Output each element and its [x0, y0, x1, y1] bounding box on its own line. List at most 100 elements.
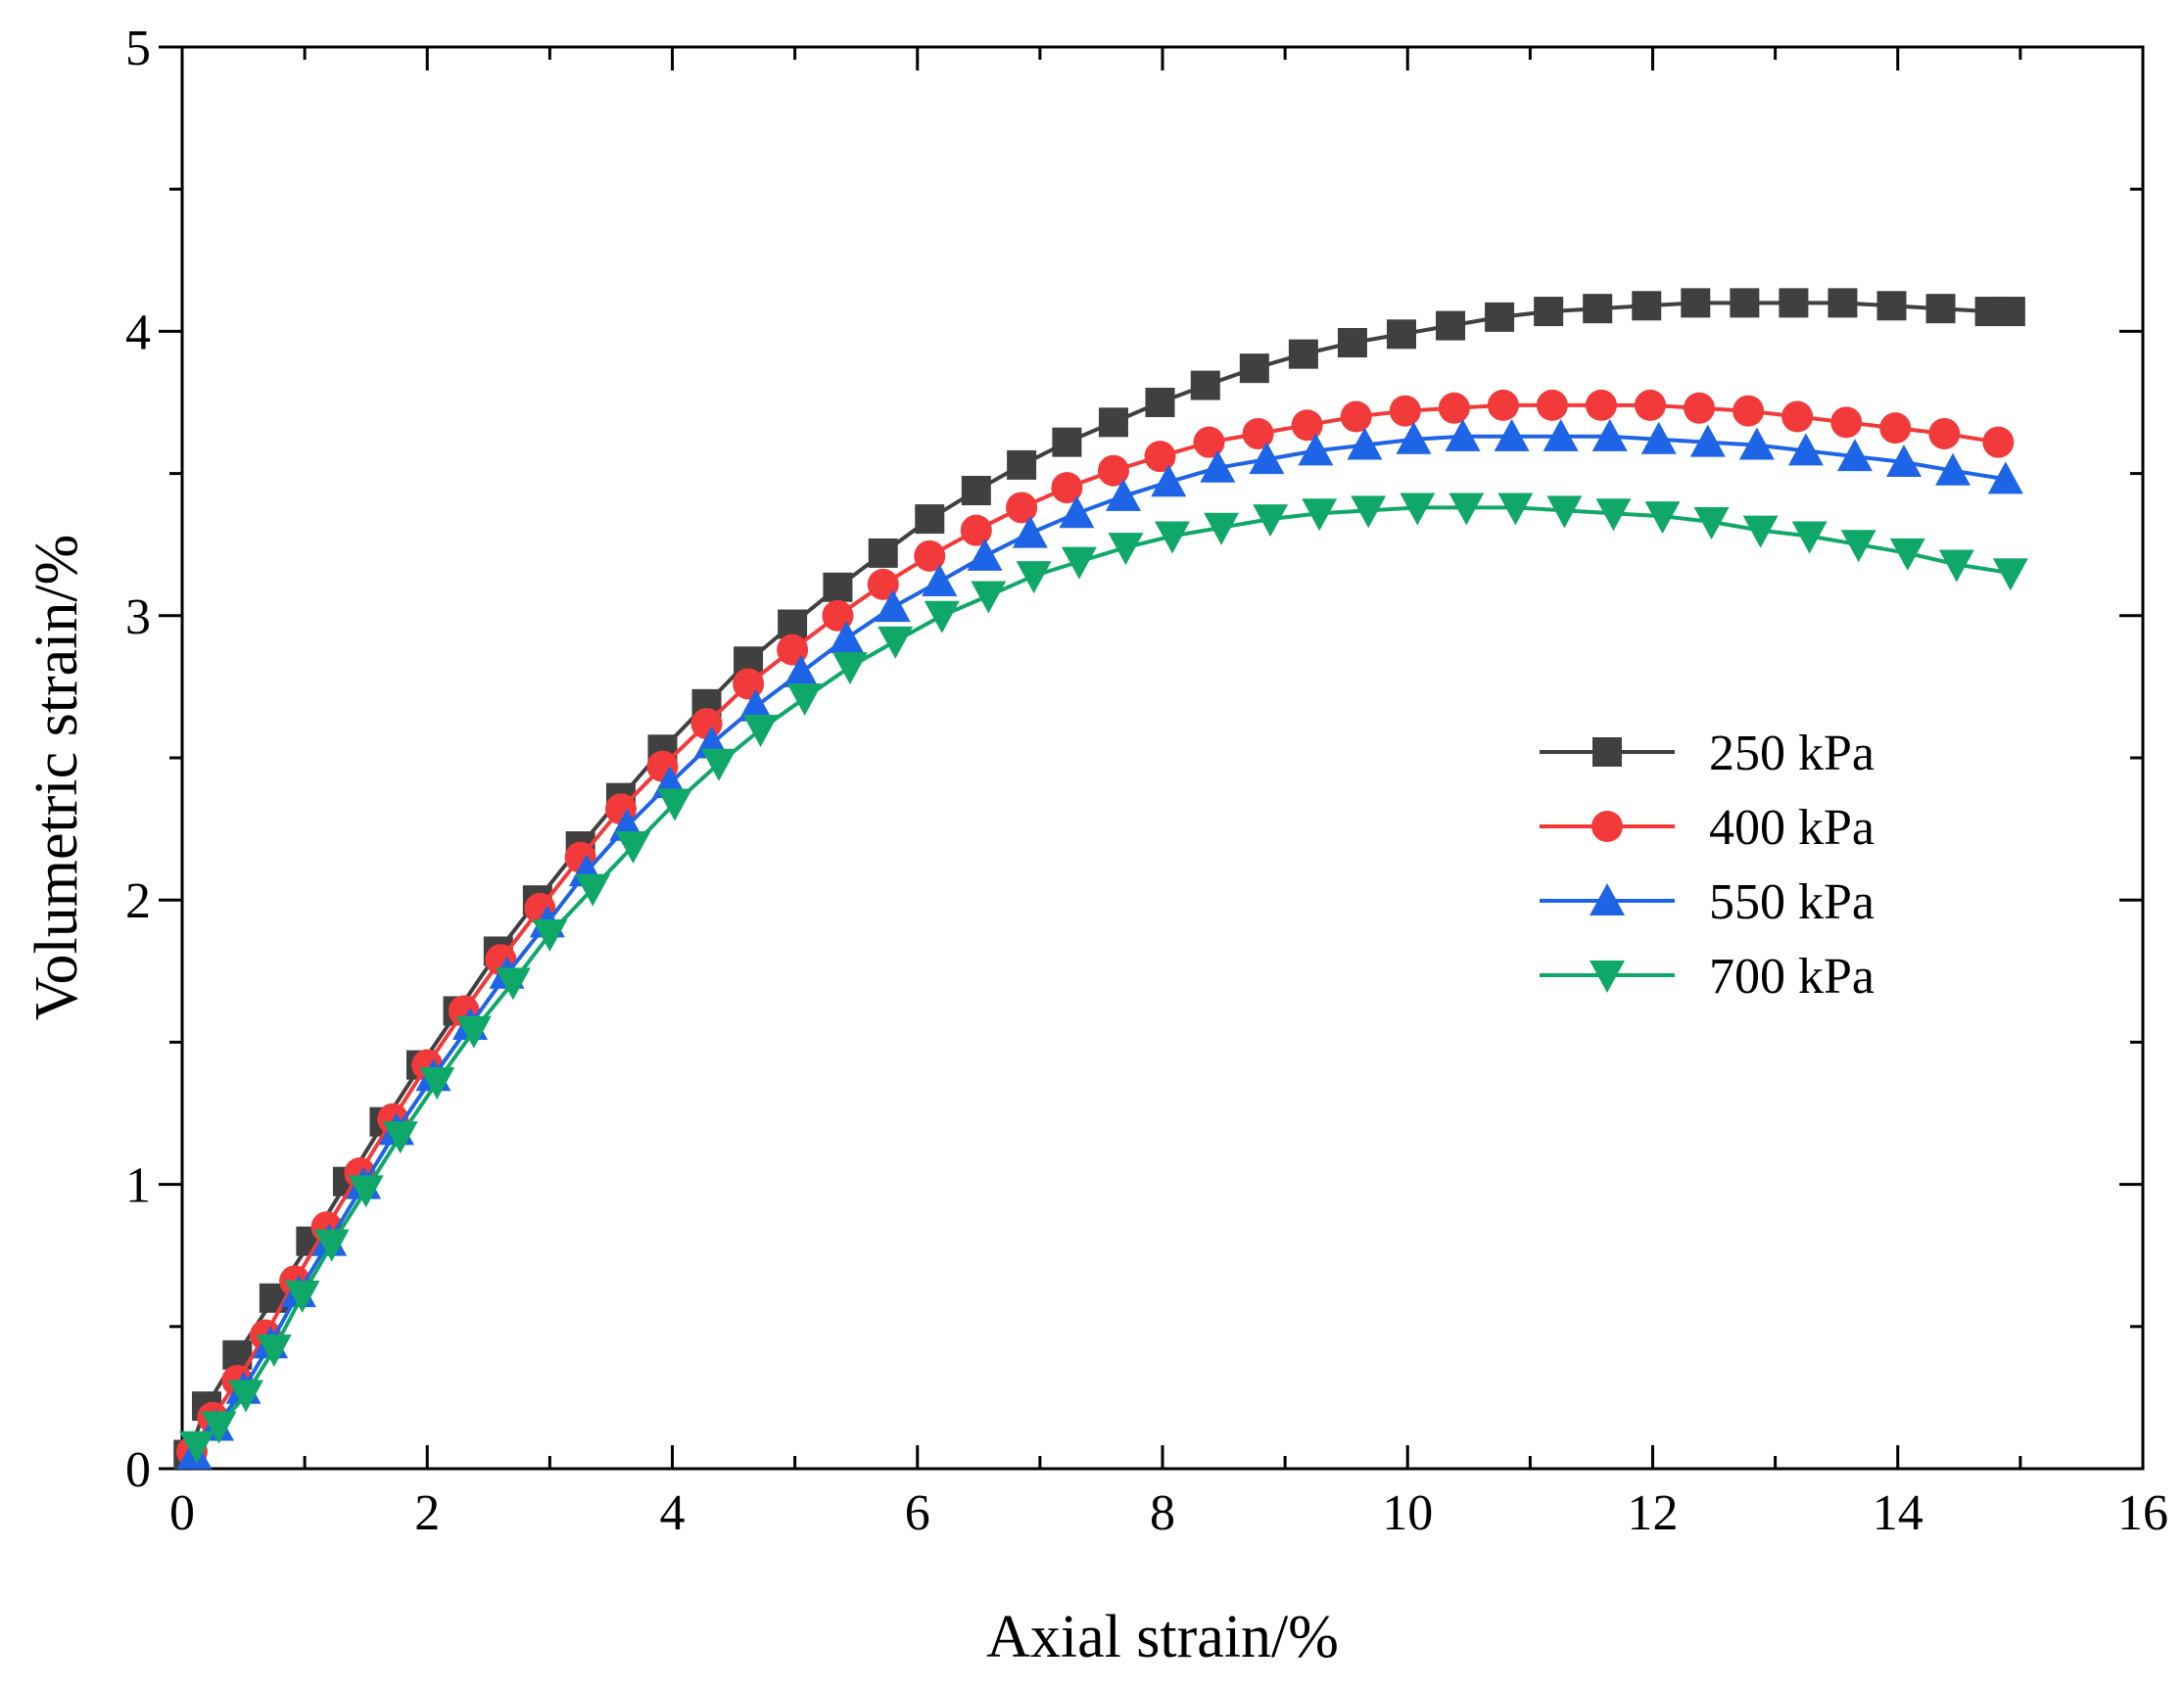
data-point	[1779, 288, 1809, 318]
y-tick-label: 3	[125, 589, 151, 645]
data-point	[1351, 495, 1387, 529]
data-point	[1448, 493, 1485, 526]
data-point	[419, 1067, 455, 1101]
data-point	[1684, 392, 1716, 424]
data-point	[1781, 400, 1814, 433]
data-point	[1828, 288, 1858, 318]
data-point	[575, 873, 611, 907]
data-point	[1340, 400, 1372, 433]
data-point	[1438, 392, 1470, 424]
data-point	[455, 1015, 492, 1049]
data-point	[1591, 418, 1628, 451]
data-point	[1836, 439, 1873, 472]
data-point	[1386, 319, 1416, 350]
data-point	[1012, 515, 1048, 548]
legend-item: 700 kPa	[1540, 949, 1875, 1005]
data-point	[1787, 433, 1824, 466]
data-point	[1445, 418, 1481, 451]
data-point	[868, 538, 898, 568]
y-tick-label: 5	[125, 21, 151, 76]
data-point	[228, 1380, 264, 1413]
legend-marker	[1590, 961, 1625, 993]
data-point	[256, 1335, 292, 1368]
data-point	[1730, 288, 1760, 318]
data-point	[1738, 427, 1775, 460]
data-point	[1830, 406, 1863, 439]
series-layer	[173, 288, 2028, 1470]
legend: 250 kPa 400 kPa 550 kPa 700 kPa	[1540, 726, 1875, 1005]
data-point	[1742, 515, 1779, 548]
x-tick-label: 16	[2117, 1485, 2168, 1541]
data-point	[284, 1280, 320, 1313]
data-point	[1249, 442, 1285, 475]
data-point	[1585, 389, 1617, 421]
y-axis-title: Volumetric strain/%	[24, 535, 90, 1020]
data-point	[1105, 478, 1141, 511]
data-point	[1583, 294, 1613, 324]
y-tick-label: 0	[125, 1442, 151, 1498]
data-point	[831, 652, 868, 685]
data-point	[1982, 426, 2015, 458]
data-point	[1634, 389, 1666, 421]
data-point	[1108, 533, 1144, 566]
data-point	[783, 654, 819, 687]
data-point	[971, 581, 1007, 614]
data-point	[737, 688, 774, 722]
data-point	[1016, 561, 1052, 594]
data-point	[742, 714, 779, 747]
data-point	[495, 967, 531, 1001]
data-point	[1632, 291, 1662, 321]
data-point	[1791, 521, 1828, 554]
data-point	[1061, 546, 1097, 580]
data-point	[915, 504, 945, 535]
data-point	[1389, 395, 1421, 427]
data-point	[1155, 521, 1191, 554]
data-point	[967, 538, 1003, 571]
data-point	[1889, 538, 1925, 571]
data-point	[1400, 493, 1436, 526]
data-point	[1007, 449, 1037, 480]
data-point	[1098, 407, 1128, 438]
legend-label: 700 kPa	[1709, 949, 1875, 1005]
data-point	[1879, 412, 1912, 445]
data-point	[1925, 294, 1956, 324]
data-point	[867, 568, 899, 600]
data-point	[615, 831, 651, 865]
data-point	[1536, 389, 1568, 421]
data-point	[924, 600, 960, 633]
data-point	[1436, 310, 1466, 341]
data-point	[1840, 530, 1876, 563]
data-point	[1193, 426, 1225, 458]
data-point	[1987, 461, 2023, 494]
legend-label: 250 kPa	[1709, 726, 1875, 781]
data-point	[532, 919, 568, 953]
data-point	[1052, 427, 1082, 457]
data-point	[1938, 549, 1974, 583]
data-point	[1239, 353, 1269, 384]
data-point	[1644, 501, 1681, 535]
data-point	[201, 1411, 237, 1444]
data-point	[960, 514, 992, 546]
data-point	[922, 563, 958, 596]
data-point	[1145, 388, 1175, 417]
data-point	[829, 621, 865, 654]
y-tick-label: 1	[125, 1158, 151, 1214]
data-point	[690, 708, 723, 740]
data-point	[875, 589, 911, 623]
x-tick-label: 12	[1628, 1485, 1679, 1541]
x-tick-label: 6	[905, 1485, 930, 1541]
data-point	[1253, 504, 1289, 538]
data-point	[1288, 339, 1318, 369]
data-point	[733, 668, 765, 700]
legend-marker	[1591, 811, 1623, 842]
legend-label: 550 kPa	[1709, 874, 1875, 930]
data-point	[1689, 424, 1726, 457]
data-point	[1886, 444, 1923, 477]
data-point	[1992, 558, 2028, 591]
data-point	[1051, 472, 1083, 504]
data-point	[1396, 421, 1432, 454]
legend-marker	[1590, 883, 1625, 915]
data-point	[1485, 302, 1515, 332]
